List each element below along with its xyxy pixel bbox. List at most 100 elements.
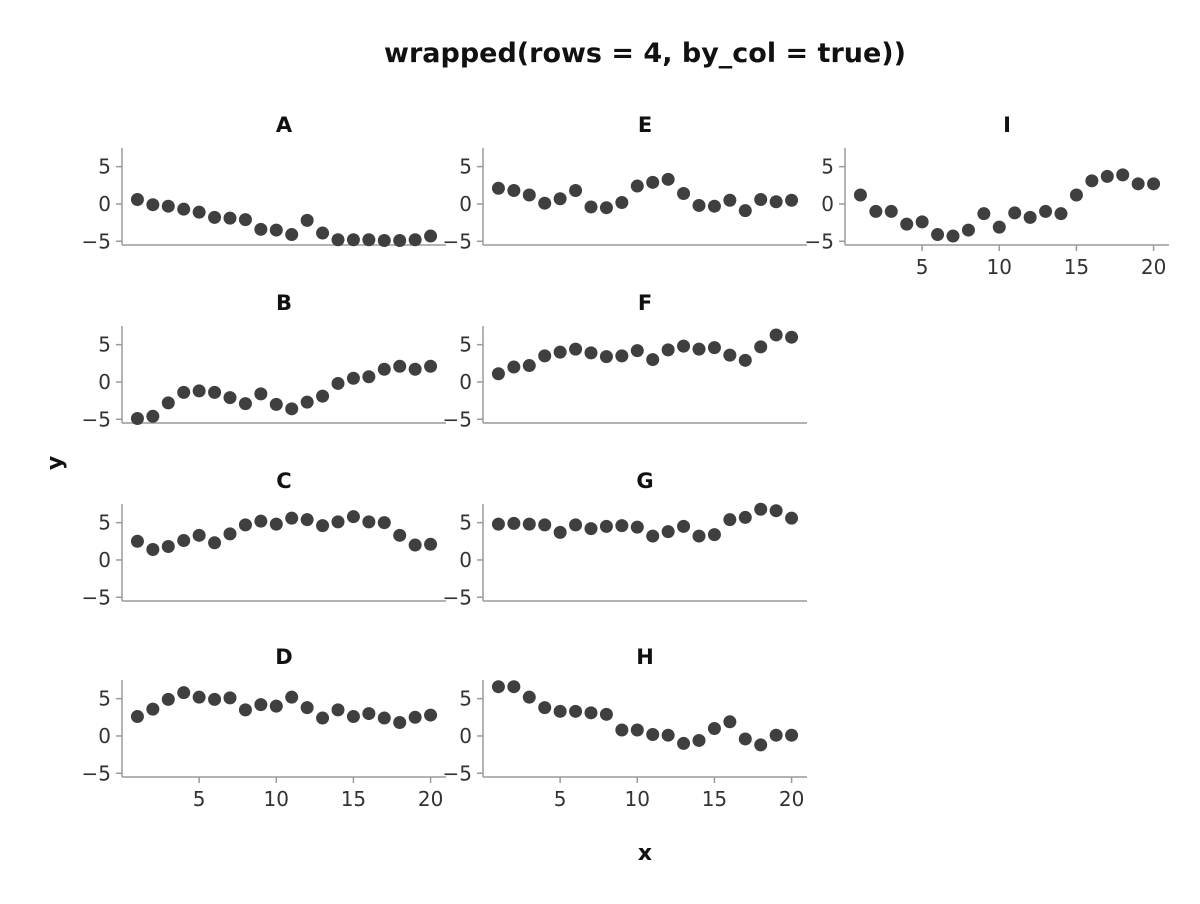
data-point (177, 202, 191, 216)
data-point (599, 519, 613, 533)
data-point (785, 511, 799, 525)
data-point (1147, 177, 1161, 191)
data-point (723, 348, 737, 362)
x-axis-label: x (638, 841, 652, 866)
data-point (208, 385, 222, 399)
y-tick-label: −5 (443, 761, 472, 785)
data-point (1100, 169, 1114, 183)
data-point (208, 692, 222, 706)
data-point (961, 223, 975, 237)
data-point (177, 385, 191, 399)
panel-g: G 5 0 −5 (443, 469, 807, 609)
data-point (346, 233, 360, 247)
y-tick-label: 5 (98, 511, 111, 535)
data-point (538, 518, 552, 532)
data-point (646, 175, 660, 189)
panel-h: H 5 0 −5 5 10 15 20 (443, 645, 807, 811)
data-point (223, 211, 237, 225)
data-point (192, 384, 206, 398)
panel-c: C 5 0 −5 (82, 469, 446, 609)
data-point (377, 711, 391, 725)
data-point (362, 707, 376, 721)
data-point (661, 172, 675, 186)
data-point (285, 690, 299, 704)
data-point (707, 528, 721, 542)
data-point (522, 188, 536, 202)
data-point (238, 213, 252, 227)
data-point (630, 179, 644, 193)
data-point (1116, 168, 1130, 182)
data-point (615, 723, 629, 737)
x-tick-label: 20 (418, 787, 443, 811)
data-point (316, 519, 330, 533)
data-point (316, 226, 330, 240)
data-point (584, 522, 598, 536)
data-point (192, 690, 206, 704)
data-point (692, 198, 706, 212)
data-point (723, 193, 737, 207)
data-point (491, 517, 505, 531)
data-point (238, 397, 252, 411)
data-point (769, 195, 783, 209)
data-point (677, 187, 691, 201)
y-tick-label: −5 (443, 229, 472, 253)
data-point (754, 192, 768, 206)
data-point (161, 199, 175, 213)
data-point (723, 513, 737, 527)
data-point (553, 192, 567, 206)
data-point (300, 213, 314, 227)
y-tick-label: 0 (459, 548, 472, 572)
data-point (491, 680, 505, 694)
data-point (538, 701, 552, 715)
data-point (254, 222, 268, 236)
panel-title: G (636, 469, 653, 493)
panel-i: I 5 0 −5 5 10 15 20 (805, 113, 1169, 279)
data-point (130, 534, 144, 548)
data-point (553, 704, 567, 718)
data-point (738, 204, 752, 218)
y-tick-label: 0 (459, 370, 472, 394)
data-point (553, 525, 567, 539)
data-point (1085, 174, 1099, 188)
data-point (769, 328, 783, 342)
panels: A 5 0 −5 B 5 0 −5 C 5 0 −5 D 5 0 −5 5 10 15 20 E 5 0 −5 F 5 0 −5 G 5 0… (82, 113, 1169, 811)
data-point (599, 350, 613, 364)
data-point (300, 395, 314, 409)
x-tick-label: 10 (625, 787, 650, 811)
data-point (915, 215, 929, 229)
data-point (285, 402, 299, 416)
data-point (569, 518, 583, 532)
data-point (362, 370, 376, 384)
data-point (408, 538, 422, 552)
y-tick-label: 5 (98, 333, 111, 357)
data-point (300, 701, 314, 715)
x-tick-label: 5 (554, 787, 567, 811)
y-tick-label: 0 (98, 724, 111, 748)
data-point (223, 391, 237, 405)
data-point (754, 502, 768, 516)
y-tick-label: −5 (805, 229, 834, 253)
y-tick-label: 5 (821, 155, 834, 179)
x-tick-label: 15 (702, 787, 727, 811)
data-point (269, 397, 283, 411)
data-point (785, 193, 799, 207)
data-point (1039, 204, 1053, 218)
data-point (661, 525, 675, 539)
data-point (146, 409, 160, 423)
data-point (254, 698, 268, 712)
y-tick-label: 0 (98, 548, 111, 572)
chart-title: wrapped(rows = 4, by_col = true)) (384, 38, 906, 69)
x-tick-label: 15 (1064, 255, 1089, 279)
y-tick-label: 5 (459, 155, 472, 179)
data-point (677, 519, 691, 533)
y-tick-label: −5 (82, 761, 111, 785)
panel-d: D 5 0 −5 5 10 15 20 (82, 645, 446, 811)
data-point (584, 706, 598, 720)
data-point (331, 703, 345, 717)
data-point (316, 711, 330, 725)
y-tick-label: −5 (443, 585, 472, 609)
data-point (177, 686, 191, 700)
y-tick-label: 0 (821, 192, 834, 216)
